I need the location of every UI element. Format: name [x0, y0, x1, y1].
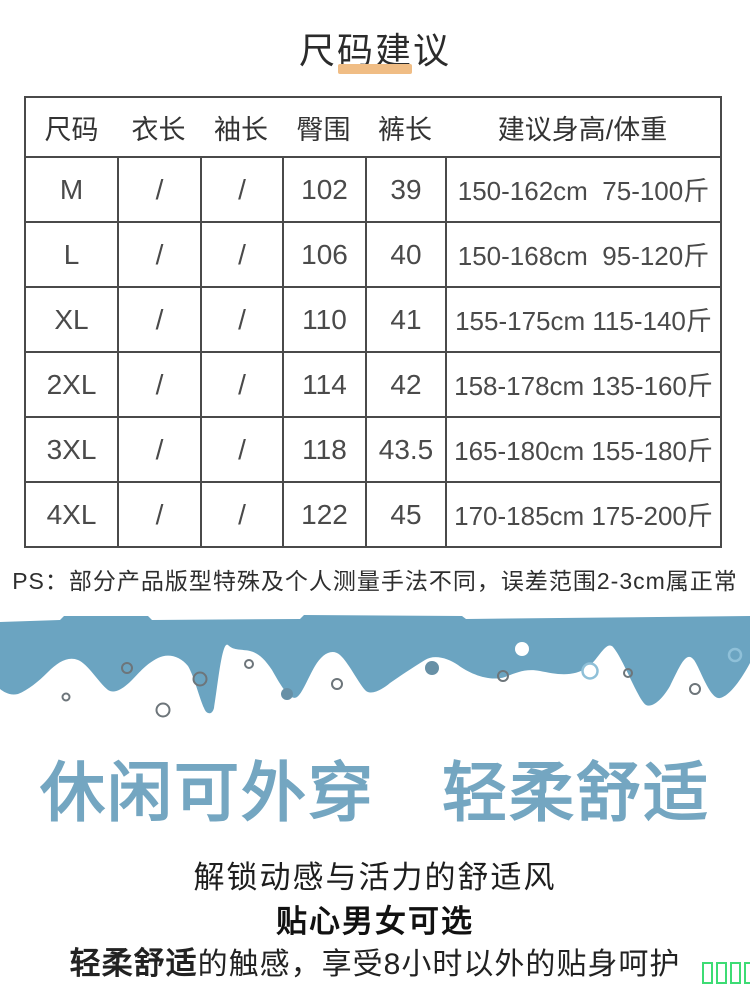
table-row: 3XL / / 118 43.5 165-180cm 155-180斤 — [26, 416, 720, 481]
cell-suggest: 150-168cm 95-120斤 — [445, 223, 720, 286]
watermark-glyph-boxes — [702, 962, 750, 984]
cell-pants: 42 — [365, 353, 445, 416]
cell-hip: 106 — [282, 223, 365, 286]
cell-sleeve: / — [200, 483, 282, 546]
cell-length: / — [117, 158, 200, 221]
cell-size: M — [59, 173, 84, 205]
cell-pants: 40 — [365, 223, 445, 286]
cell-pants: 41 — [365, 288, 445, 351]
cell-hip: 110 — [282, 288, 365, 351]
cell-suggest: 155-175cm 115-140斤 — [445, 288, 720, 351]
col-header-sleeve: 袖长 — [214, 114, 268, 145]
promo-line-touch: 轻柔舒适的触感，享受8小时以外的贴身呵护 — [0, 938, 750, 983]
cell-hip: 118 — [282, 418, 365, 481]
cell-sleeve: / — [200, 223, 282, 286]
promo-line-touch-rest: 的触感，享受8小时以外的贴身呵护 — [197, 948, 681, 981]
cell-suggest: 165-180cm 155-180斤 — [445, 418, 720, 481]
cell-length: / — [117, 353, 200, 416]
cell-suggest: 170-185cm 175-200斤 — [445, 483, 720, 546]
cell-size: XL — [54, 303, 89, 335]
col-header-hip: 臀围 — [296, 114, 351, 145]
promo-headline: 休闲可外穿 轻柔舒适 — [39, 756, 710, 829]
cell-size: L — [63, 238, 80, 270]
promo-line-unisex: 贴心男女可选 — [276, 904, 474, 939]
table-row: 4XL / / 122 45 170-185cm 175-200斤 — [26, 481, 720, 546]
measurement-note: PS：部分产品版型特殊及个人测量手法不同，误差范围2-3cm属正常 — [12, 568, 738, 594]
promo-line-touch-emphasis: 轻柔舒适 — [69, 946, 198, 981]
cell-sleeve: / — [200, 418, 282, 481]
watermark-box — [730, 962, 741, 984]
cell-hip: 114 — [282, 353, 365, 416]
watermark-box — [716, 962, 727, 984]
cell-sleeve: / — [200, 288, 282, 351]
wave-banner-graphic — [0, 615, 750, 718]
table-row: L / / 106 40 150-168cm 95-120斤 — [26, 221, 720, 286]
watermark-box — [744, 962, 750, 984]
cell-suggest: 158-178cm 135-160斤 — [445, 353, 720, 416]
promo-line-comfort-style: 解锁动感与活力的舒适风 — [193, 860, 557, 895]
col-header-length: 衣长 — [131, 114, 186, 145]
cell-pants: 45 — [365, 483, 445, 546]
cell-pants: 43.5 — [365, 418, 445, 481]
title-underline-bar — [338, 64, 412, 74]
cell-size: 3XL — [46, 433, 97, 465]
cell-size: 2XL — [46, 368, 97, 400]
cell-length: / — [117, 223, 200, 286]
col-header-size: 尺码 — [44, 114, 99, 145]
table-row: XL / / 110 41 155-175cm 115-140斤 — [26, 286, 720, 351]
table-row: 2XL / / 114 42 158-178cm 135-160斤 — [26, 351, 720, 416]
cell-pants: 39 — [365, 158, 445, 221]
cell-size: 4XL — [46, 498, 97, 530]
table-row: M / / 102 39 150-162cm 75-100斤 — [26, 156, 720, 221]
col-header-suggest: 建议身高/体重 — [497, 114, 668, 145]
bubble-icons — [61, 642, 743, 718]
watermark-box — [702, 962, 713, 984]
cell-hip: 122 — [282, 483, 365, 546]
cell-length: / — [117, 288, 200, 351]
size-table: 尺码 衣长 袖长 臀围 裤长 建议身高/体重 M / / 102 39 150-… — [24, 96, 722, 548]
cell-suggest: 150-162cm 75-100斤 — [445, 158, 720, 221]
cell-sleeve: / — [200, 353, 282, 416]
col-header-pants: 裤长 — [378, 114, 432, 145]
cell-sleeve: / — [200, 158, 282, 221]
cell-length: / — [117, 483, 200, 546]
cell-hip: 102 — [282, 158, 365, 221]
cell-length: / — [117, 418, 200, 481]
size-table-header-row: 尺码 衣长 袖长 臀围 裤长 建议身高/体重 — [26, 98, 720, 156]
